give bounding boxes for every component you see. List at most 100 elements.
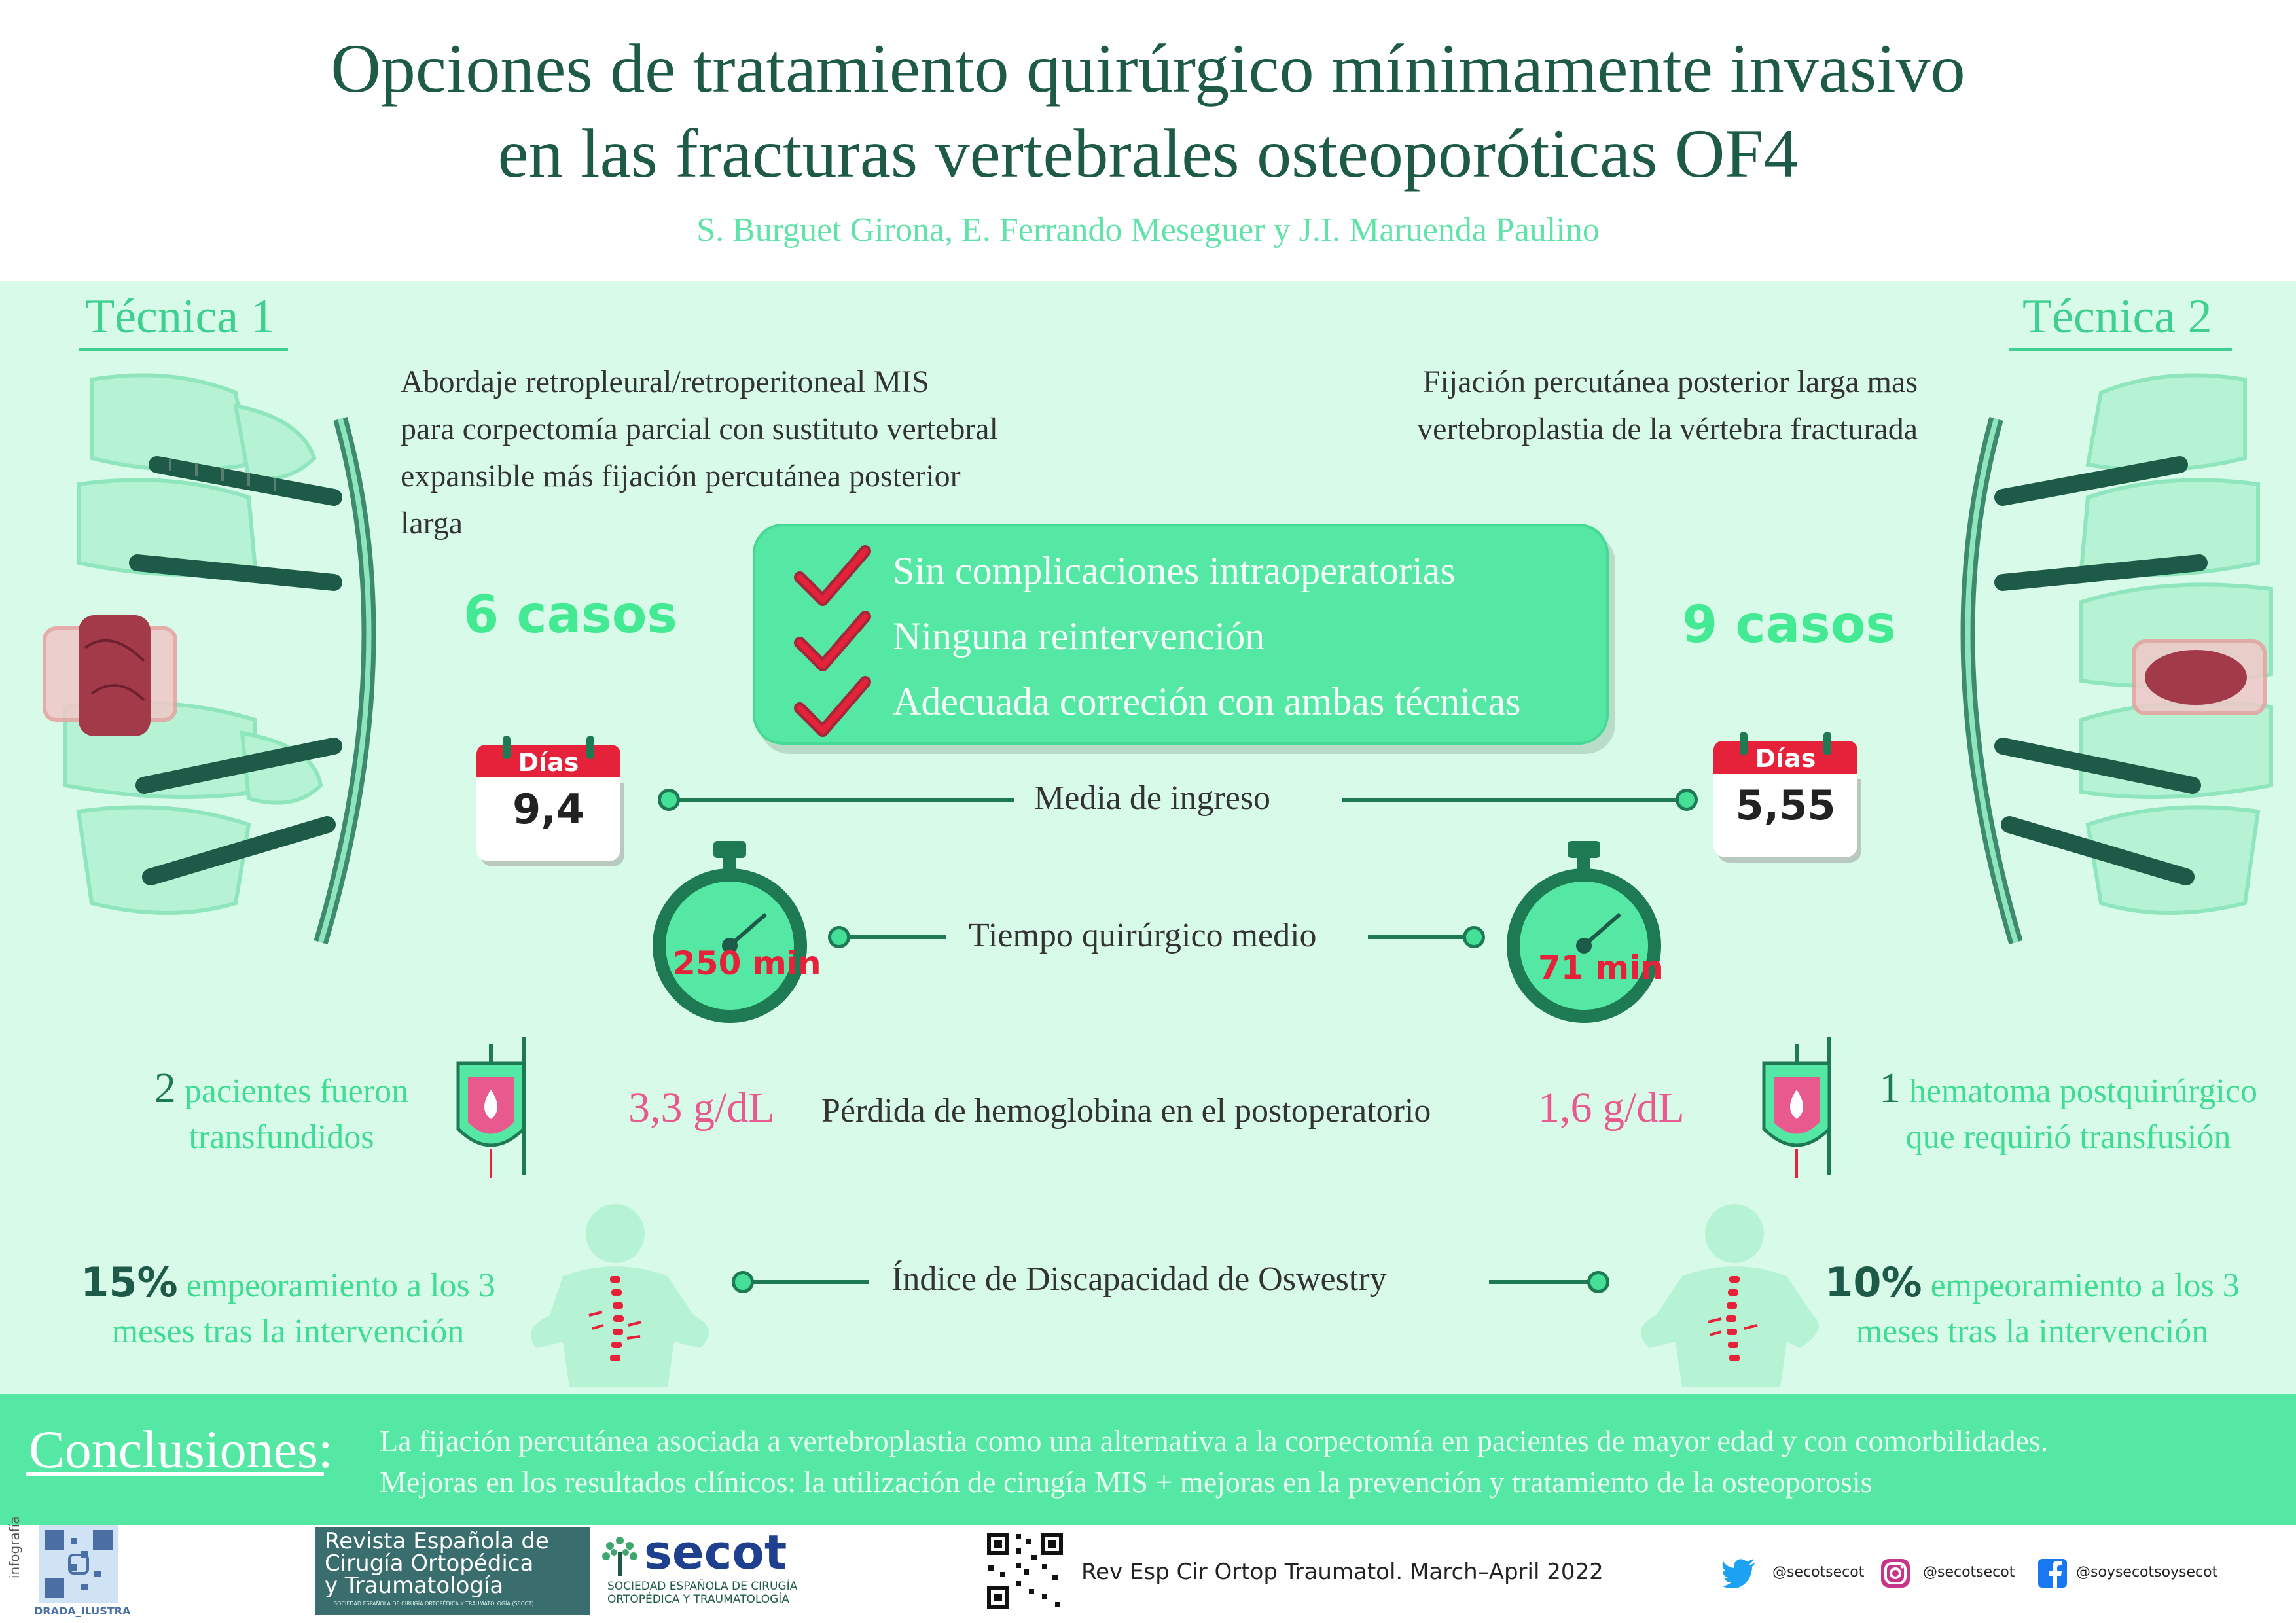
- infografia-label: infografía: [7, 1516, 22, 1578]
- technique-2-cases: 9 casos: [1682, 596, 1896, 654]
- connector-dot: [828, 926, 850, 948]
- journal-logo[interactable]: Revista Española de Cirugía Ortopédica y…: [315, 1527, 590, 1615]
- metric-surgery-label: Tiempo quirúrgico medio: [969, 917, 1317, 954]
- metric-stay-label: Media de ingreso: [1034, 779, 1271, 817]
- results-checklist: Sin complicaciones intraoperatorias Ning…: [753, 524, 1609, 745]
- back-pain-icon: [531, 1204, 709, 1387]
- instagram-handle[interactable]: @secotsecot: [1923, 1564, 2015, 1580]
- transfusion-text: hematoma postquirúrgico: [1909, 1073, 2257, 1110]
- qr-code-icon[interactable]: [39, 1525, 118, 1603]
- journal-title-line: Revista Española de: [325, 1528, 549, 1554]
- technique-1-odi: 15% empeoramiento a los 3 meses tras la …: [39, 1260, 537, 1355]
- spine-implant-icon: [1960, 373, 2273, 945]
- connector-line: [751, 1280, 869, 1284]
- description-line: Fijación percutánea posterior larga mas: [1422, 365, 1918, 399]
- technique-2-hb-loss: 1,6 g/dL: [1538, 1084, 1685, 1132]
- metric-odi-label: Índice de Discapacidad de Oswestry: [891, 1260, 1387, 1298]
- description-line: larga: [401, 506, 463, 541]
- odi-text: meses tras la intervención: [1856, 1313, 2209, 1350]
- journal-title-line: y Traumatología: [325, 1573, 504, 1599]
- checklist-text: Adecuada correción con ambas técnicas: [893, 680, 1521, 723]
- odi-line: 15% empeoramiento a los 3: [39, 1260, 537, 1309]
- calendar-label: Días: [518, 748, 579, 777]
- facebook-icon[interactable]: [2037, 1558, 2068, 1589]
- odi-text: empeoramiento a los 3: [1930, 1267, 2240, 1304]
- calendar-ring: [1823, 732, 1831, 755]
- connector-line: [1368, 935, 1473, 939]
- check-icon: [794, 676, 871, 737]
- checklist-item: Sin complicaciones intraoperatorias: [755, 544, 1606, 610]
- odi-percent: 15%: [81, 1258, 178, 1306]
- secot-tree-icon: [602, 1537, 637, 1576]
- calendar-body: [476, 777, 620, 861]
- conclusions-underline: [26, 1472, 324, 1476]
- illustrator-credit: DRADA_ILUSTRA: [34, 1605, 131, 1617]
- secot-subtitle-line: ORTOPÉDICA Y TRAUMATOLOGÍA: [607, 1593, 789, 1606]
- journal-title: Revista Española de Cirugía Ortopédica y…: [325, 1530, 549, 1597]
- calendar-ring: [1740, 732, 1748, 755]
- calendar-header: Días: [1713, 741, 1857, 774]
- check-icon: [794, 611, 871, 671]
- connector-dot: [1463, 926, 1485, 948]
- twitter-handle[interactable]: @secotsecot: [1772, 1564, 1865, 1580]
- technique-1-underline: [79, 348, 288, 351]
- facebook-handle[interactable]: @soysecotsoysecot: [2076, 1564, 2218, 1580]
- calendar-header: Días: [476, 745, 620, 777]
- transfusion-number: 2: [154, 1064, 176, 1112]
- technique-1-transfusion: 2 pacientes fueron transfundidos: [118, 1065, 445, 1160]
- checklist-text: Sin complicaciones intraoperatorias: [893, 549, 1456, 592]
- connector-dot: [732, 1271, 754, 1293]
- title-line-2: en las fracturas vertebrales osteoporóti…: [497, 115, 1799, 192]
- technique-2-surgery-time: 71 min: [1538, 949, 1664, 987]
- twitter-icon[interactable]: [1721, 1559, 1757, 1588]
- page-title: Opciones de tratamiento quirúrgico mínim…: [0, 26, 2296, 196]
- secot-subtitle-line: SOCIEDAD ESPAÑOLA DE CIRUGÍA: [607, 1580, 798, 1593]
- description-line: vertebroplastia de la vértebra fracturad…: [1417, 412, 1918, 446]
- blood-bag-icon: [1762, 1037, 1831, 1178]
- back-pain-icon: [1641, 1204, 1819, 1387]
- conclusions-line-1: La fijación percutánea asociada a verteb…: [380, 1424, 2049, 1457]
- technique-2-title: Técnica 2: [2022, 290, 2212, 344]
- odi-line: 10% empeoramiento a los 3: [1793, 1260, 2271, 1309]
- spine-implant-icon: [43, 373, 376, 945]
- calendar-label: Días: [1755, 744, 1816, 773]
- connector-line: [677, 798, 1014, 802]
- metric-hb-label: Pérdida de hemoglobina en el postoperato…: [821, 1092, 1431, 1130]
- journal-title-line: Cirugía Ortopédica: [325, 1550, 534, 1577]
- authors: S. Burguet Girona, E. Ferrando Meseguer …: [696, 211, 1600, 249]
- checklist-item: Adecuada correción con ambas técnicas: [755, 675, 1606, 741]
- technique-2-days: 5,55: [1735, 781, 1836, 829]
- calendar-icon: Días 9,4: [476, 736, 620, 863]
- transfusion-line: 1 hematoma postquirúrgico: [1852, 1065, 2284, 1115]
- calendar-ring: [586, 736, 594, 759]
- blood-bag-icon: [456, 1037, 526, 1178]
- description-line: para corpectomía parcial con sustituto v…: [401, 412, 998, 446]
- qr-code-icon[interactable]: [983, 1529, 1067, 1613]
- check-icon: [794, 545, 871, 606]
- calendar-body: [1713, 774, 1857, 857]
- connector-line: [1342, 798, 1682, 802]
- citation: Rev Esp Cir Ortop Traumatol. March–April…: [1081, 1559, 1604, 1585]
- secot-subtitle: SOCIEDAD ESPAÑOLA DE CIRUGÍA ORTOPÉDICA …: [607, 1580, 797, 1606]
- technique-2-odi: 10% empeoramiento a los 3 meses tras la …: [1793, 1260, 2271, 1355]
- calendar-icon: Días 5,55: [1713, 732, 1857, 859]
- title-line-1: Opciones de tratamiento quirúrgico mínim…: [331, 30, 1965, 107]
- stopwatch-icon: [653, 841, 807, 1023]
- transfusion-text: pacientes fueron: [184, 1073, 409, 1110]
- secot-logo[interactable]: secot: [644, 1525, 787, 1580]
- connector-line: [1489, 1280, 1594, 1284]
- technique-1-cases: 6 casos: [463, 586, 677, 645]
- technique-1-days: 9,4: [512, 785, 584, 833]
- main-panel: [0, 281, 2296, 1394]
- description-line: expansible más fijación percutánea poste…: [401, 459, 961, 493]
- description-line: Abordaje retropleural/retroperitoneal MI…: [401, 365, 929, 399]
- technique-1-surgery-time: 250 min: [673, 944, 821, 982]
- stopwatch-icon: [1507, 841, 1661, 1023]
- odi-text: empeoramiento a los 3: [186, 1267, 495, 1304]
- technique-1-hb-loss: 3,3 g/dL: [628, 1084, 775, 1132]
- technique-1-title: Técnica 1: [85, 290, 275, 344]
- technique-2-underline: [2009, 348, 2232, 351]
- checklist-text: Ninguna reintervención: [893, 615, 1265, 658]
- connector-dot: [1587, 1271, 1609, 1293]
- instagram-icon[interactable]: [1880, 1558, 1911, 1589]
